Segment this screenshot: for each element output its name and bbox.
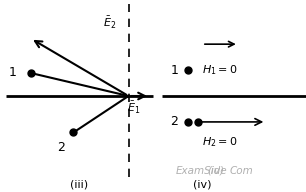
Text: $\bar{E}_2$: $\bar{E}_2$ xyxy=(103,15,116,31)
Text: (iii): (iii) xyxy=(70,179,89,189)
Text: $H_2 = 0$: $H_2 = 0$ xyxy=(202,135,237,149)
Text: ExamSide: ExamSide xyxy=(176,166,228,176)
Text: Com: Com xyxy=(230,166,253,176)
Text: 2: 2 xyxy=(57,141,65,154)
Text: 1: 1 xyxy=(8,66,16,79)
Text: (iv): (iv) xyxy=(207,166,224,176)
Text: $\bar{E}_1$: $\bar{E}_1$ xyxy=(127,99,140,116)
Text: (iv): (iv) xyxy=(193,179,211,189)
Text: 2: 2 xyxy=(170,115,178,128)
Text: $H_1 = 0$: $H_1 = 0$ xyxy=(202,63,237,77)
Text: 1: 1 xyxy=(170,64,178,77)
